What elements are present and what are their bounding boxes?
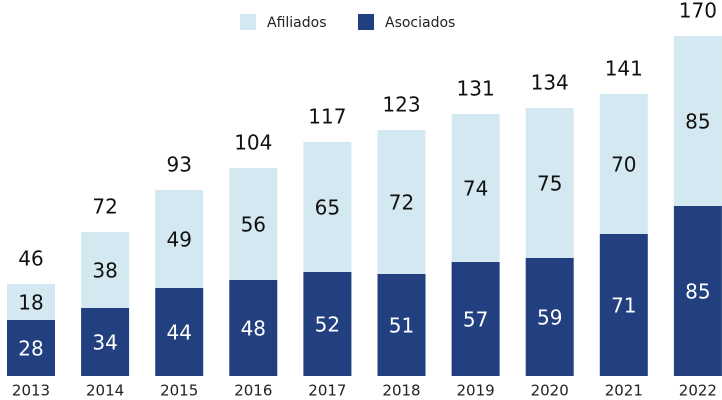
x-tick-label: 2021 — [605, 382, 643, 400]
value-label: 85 — [685, 110, 710, 134]
bar-segment — [229, 280, 278, 376]
value-label: 71 — [611, 294, 636, 318]
value-label: 65 — [315, 196, 340, 220]
bar-segment — [7, 284, 55, 320]
x-tick-label: 2016 — [234, 382, 272, 400]
value-label: 85 — [685, 280, 710, 304]
x-tick-label: 2018 — [382, 382, 420, 400]
bar-segment — [377, 130, 426, 274]
x-tick-label: 2020 — [531, 382, 569, 400]
bar-segment — [303, 142, 352, 272]
value-label: 75 — [537, 172, 562, 196]
value-label: 74 — [463, 177, 488, 201]
legend-label: Afiliados — [267, 15, 327, 31]
bar-segment — [451, 114, 500, 262]
x-tick-label: 2019 — [457, 382, 495, 400]
value-label: 56 — [241, 213, 266, 237]
value-label: 49 — [166, 228, 191, 252]
total-label: 123 — [382, 93, 420, 117]
legend-swatch — [358, 14, 374, 30]
bar-segment — [525, 258, 574, 376]
total-label: 104 — [234, 131, 272, 155]
x-tick-label: 2015 — [160, 382, 198, 400]
bar-segment — [525, 108, 574, 258]
total-label: 134 — [531, 71, 569, 95]
value-label: 70 — [611, 153, 636, 177]
total-label: 93 — [166, 153, 191, 177]
x-tick-label: 2013 — [12, 382, 50, 400]
value-label: 59 — [537, 306, 562, 330]
bar-segment — [7, 320, 55, 376]
value-label: 57 — [463, 308, 488, 332]
value-label: 52 — [315, 313, 340, 337]
bar-segment — [599, 94, 648, 234]
x-tick-label: 2017 — [308, 382, 346, 400]
bar-segment — [155, 190, 204, 288]
total-label: 141 — [605, 57, 643, 81]
x-tick-label: 2022 — [679, 382, 717, 400]
x-tick-label: 2014 — [86, 382, 124, 400]
value-label: 51 — [389, 314, 414, 338]
bar-segment — [229, 168, 278, 280]
value-label: 18 — [18, 291, 43, 315]
value-label: 38 — [92, 259, 117, 283]
bar-segment — [673, 206, 722, 376]
value-label: 72 — [389, 191, 414, 215]
bar-segment — [81, 308, 130, 376]
legend-label: Asociados — [385, 15, 455, 31]
legend-swatch — [240, 14, 256, 30]
value-label: 44 — [166, 321, 191, 345]
total-label: 72 — [92, 195, 117, 219]
value-label: 34 — [92, 331, 117, 355]
value-label: 28 — [18, 337, 43, 361]
bar-segment — [303, 272, 352, 376]
bar-segment — [81, 232, 130, 308]
bar-segment — [599, 234, 648, 376]
bar-segment — [155, 288, 204, 376]
total-label: 131 — [457, 77, 495, 101]
bar-segment — [451, 262, 500, 376]
value-label: 48 — [241, 317, 266, 341]
bar-segment — [377, 274, 426, 376]
bar-segment — [673, 36, 722, 206]
total-label: 117 — [308, 105, 346, 129]
total-label: 170 — [679, 0, 717, 23]
total-label: 46 — [18, 247, 43, 271]
